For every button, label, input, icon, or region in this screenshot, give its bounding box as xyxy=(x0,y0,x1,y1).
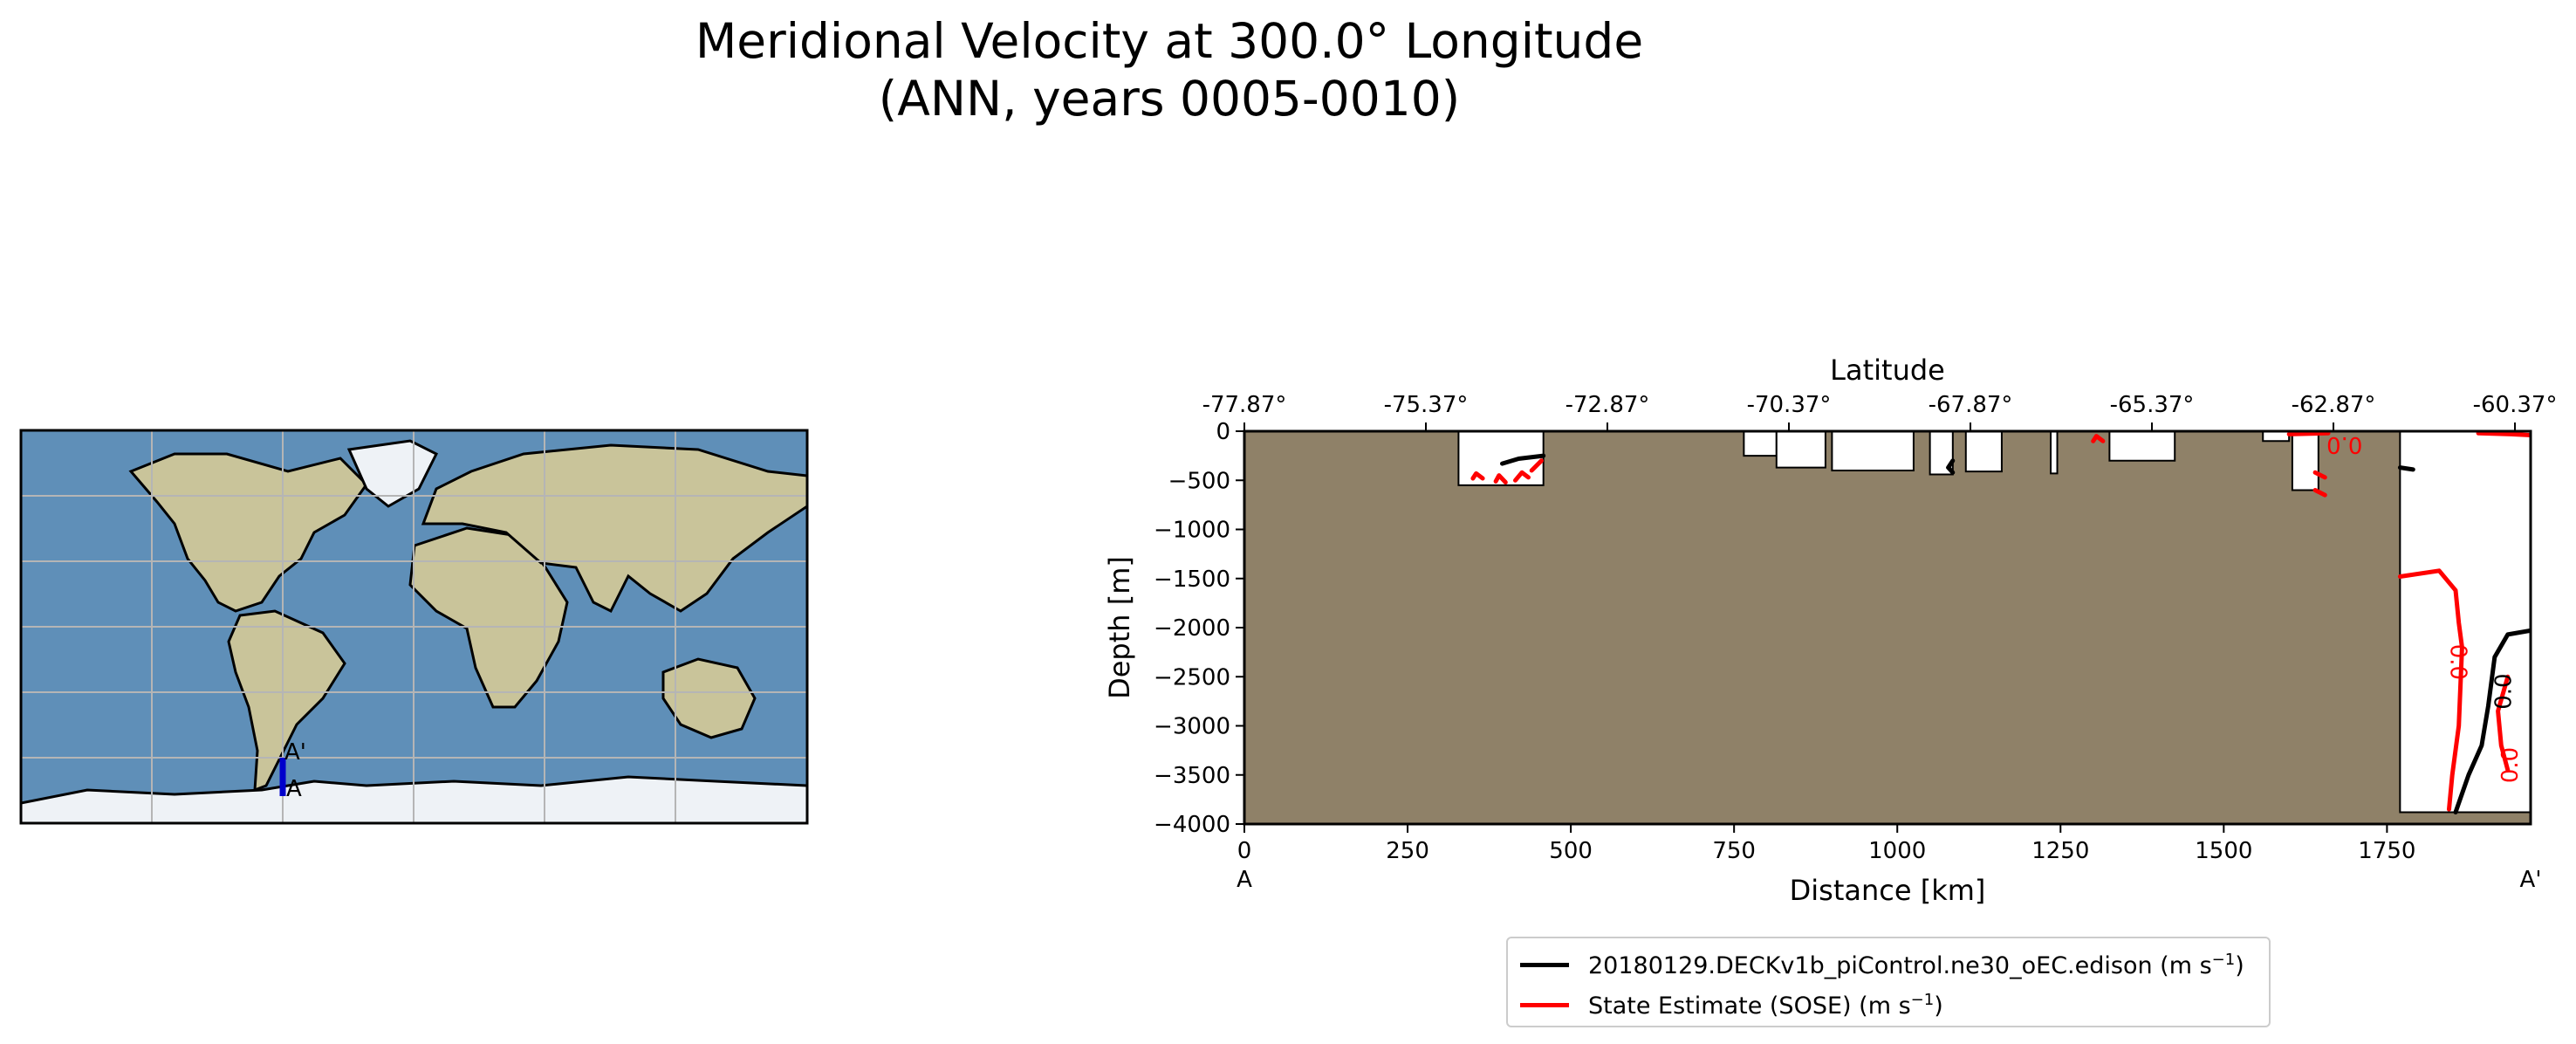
y-axis: 0 −500 −1000 −1500 −2000 −2500 −3000 −3500 −4000 xyxy=(1154,419,1244,838)
legend-units-power-model: −1 xyxy=(2211,950,2236,969)
section-plot: 0.00.00.00.0 0 250 500 750 1000 1250 1500 1750 … xyxy=(1103,354,2557,907)
legend-swatch-sose xyxy=(1520,1002,1569,1007)
contour-label-1: 0.0 xyxy=(2445,644,2471,680)
y-tick-label-6: −3000 xyxy=(1154,714,1230,740)
contour-0-1 xyxy=(1946,458,1956,475)
y-tick-label-4: −2000 xyxy=(1154,615,1230,642)
contour-label-0: 0.0 xyxy=(2491,673,2518,709)
top-tick-label-3: -70.37° xyxy=(1747,392,1832,418)
water-pocket-8 xyxy=(2262,431,2291,443)
y-tick-label-7: −3500 xyxy=(1154,763,1230,789)
x-tick-label-1: 250 xyxy=(1386,838,1429,864)
contour-1-2 xyxy=(1513,470,1531,483)
water-pocket-2 xyxy=(1775,431,1826,469)
legend-units-sose: m s xyxy=(1867,992,1911,1020)
contour-1-3 xyxy=(1529,458,1544,473)
map-land-north-america xyxy=(128,452,368,613)
x-tick-label-3: 750 xyxy=(1712,838,1756,864)
figure-title: Meridional Velocity at 300.0° Longitude … xyxy=(471,12,1867,127)
water-pocket-10 xyxy=(2399,431,2531,814)
y-tick-label-3: −1500 xyxy=(1154,567,1230,593)
map-section-end-label: A' xyxy=(284,739,306,766)
legend-label-model: 20180129.DECKv1b_piControl.ne30_oEC.edis… xyxy=(1588,951,2153,979)
contour-lines xyxy=(1470,431,2531,814)
legend-units-power-sose: −1 xyxy=(1910,990,1935,1009)
water-pocket-6 xyxy=(2050,431,2059,475)
water-pocket-5 xyxy=(1964,431,2003,473)
map-land-south-america xyxy=(227,609,346,793)
water-pocket-7 xyxy=(2108,431,2176,462)
figure-title-line-2: (ANN, years 0005-0010) xyxy=(878,71,1461,127)
section-end-label: A' xyxy=(2520,867,2542,893)
contour-1-4 xyxy=(2091,434,2106,443)
map-land-australia xyxy=(661,657,757,739)
contour-1-1 xyxy=(1493,473,1508,484)
contour-0-0 xyxy=(1500,453,1546,466)
section-start-label: A xyxy=(1237,867,1252,893)
y-tick-label-2: −1000 xyxy=(1154,518,1230,544)
legend-units-model: m s xyxy=(2168,951,2212,979)
contour-0-3 xyxy=(2453,628,2531,814)
contour-1-9 xyxy=(2496,674,2511,773)
x-tick-label-4: 1000 xyxy=(1868,838,1926,864)
x-tick-label-7: 1750 xyxy=(2358,838,2415,864)
top-tick-label-2: -72.87° xyxy=(1565,392,1650,418)
water-pocket-1 xyxy=(1743,431,1778,457)
legend-swatch-model xyxy=(1520,962,1569,967)
x-tick-label-2: 500 xyxy=(1549,838,1593,864)
x-tick-label-6: 1500 xyxy=(2195,838,2252,864)
top-tick-label-5: -65.37° xyxy=(2110,392,2195,418)
contour-0-2 xyxy=(2397,465,2415,472)
contour-label-3: 0.0 xyxy=(2326,431,2362,457)
x-axis: 0 250 500 750 1000 1250 1500 1750 xyxy=(1237,824,2415,864)
plot-land-background xyxy=(1244,431,2531,824)
top-tick-label-0: -77.87° xyxy=(1202,392,1287,418)
legend-entry-model: 20180129.DECKv1b_piControl.ne30_oEC.edis… xyxy=(1520,945,2244,984)
y-tick-label-0: 0 xyxy=(1216,419,1230,445)
contour-1-5 xyxy=(2286,431,2331,436)
y-tick-label-8: −4000 xyxy=(1154,812,1230,838)
y-tick-label-1: −500 xyxy=(1168,468,1230,494)
x-axis-label: Distance [km] xyxy=(1790,874,1986,907)
water-pocket-9 xyxy=(2291,431,2319,491)
contour-1-7 xyxy=(2312,488,2327,498)
top-tick-label-6: -62.87° xyxy=(2292,392,2376,418)
map-section-start-label: A xyxy=(286,776,302,802)
contour-1-6 xyxy=(2312,470,2327,480)
top-tick-label-1: -75.37° xyxy=(1384,392,1469,418)
y-axis-label: Depth [m] xyxy=(1103,556,1136,699)
water-pockets xyxy=(1457,431,2531,814)
legend-label-sose: State Estimate (SOSE) xyxy=(1588,992,1852,1020)
contour-1-0 xyxy=(1470,470,1485,481)
legend: 20180129.DECKv1b_piControl.ne30_oEC.edis… xyxy=(1506,937,2271,1027)
figure-title-line-1: Meridional Velocity at 300.0° Longitude xyxy=(695,13,1644,69)
contour-label-2: 0.0 xyxy=(2497,747,2524,783)
contour-labels: 0.0 0.0 0.0 0.0 xyxy=(2326,431,2524,783)
world-map-inset xyxy=(21,430,807,823)
map-land-eurasia xyxy=(421,443,807,614)
water-pocket-3 xyxy=(1831,431,1915,471)
map-graticule xyxy=(21,430,807,823)
x-tick-label-0: 0 xyxy=(1237,838,1252,864)
top-latitude-axis: -77.87° -75.37° -72.87° -70.37° -67.87° -65.3… xyxy=(1202,392,2558,431)
top-tick-label-7: -60.37° xyxy=(2473,392,2558,418)
map-frame xyxy=(19,429,809,825)
top-axis-label: Latitude xyxy=(1830,354,1945,387)
legend-entry-sose: State Estimate (SOSE) (m s−1) xyxy=(1520,986,1943,1024)
x-tick-label-5: 1250 xyxy=(2031,838,2089,864)
contour-1-8 xyxy=(2397,568,2464,812)
contour-1-10 xyxy=(2476,431,2531,437)
top-tick-label-4: -67.87° xyxy=(1929,392,2013,418)
y-tick-label-5: −2500 xyxy=(1154,664,1230,690)
